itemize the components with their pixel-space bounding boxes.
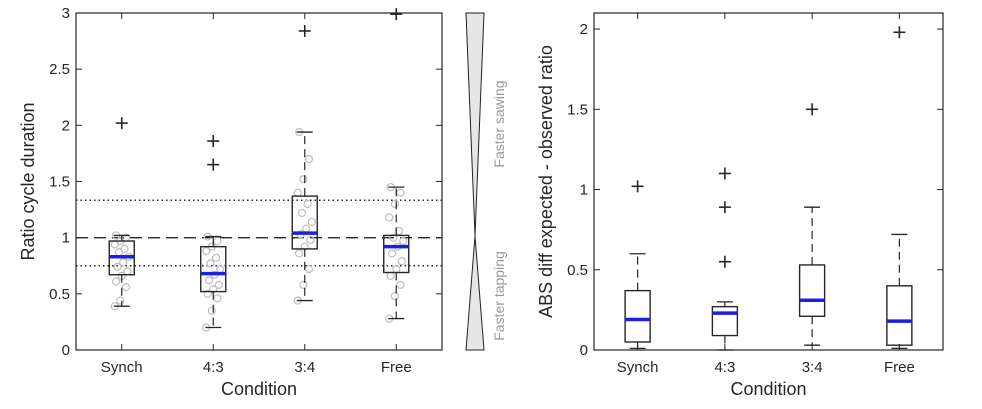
data-point [394,226,404,236]
y-tick-label: 2 [580,21,588,38]
data-point [306,235,315,245]
data-point [214,280,223,289]
data-point [120,244,129,253]
box [886,285,913,346]
data-point [399,236,408,246]
y-tick-label: 1.5 [49,174,70,191]
x-tick-label: Free [381,359,412,376]
box [383,234,410,274]
data-point [387,249,397,258]
data-point [121,282,131,292]
box [200,245,227,293]
outlier-marker [298,24,311,37]
plot-frame [75,12,443,351]
x-tick-label: 3:4 [802,359,823,376]
data-point [211,253,221,262]
box [624,289,651,343]
data-point [213,294,222,303]
outlier-marker [115,117,128,130]
data-point [204,276,214,285]
y-tick-label: 1 [580,182,588,199]
outlier-marker [718,167,731,180]
faster-tapping-wedge [465,235,485,351]
data-point [302,224,311,233]
y-axis-label: ABS diff expected - observed ratio [536,45,556,318]
data-point [299,175,308,184]
data-point [113,262,122,271]
x-tick-label: 4:3 [714,359,735,376]
outlier-marker [718,201,731,214]
data-point [304,154,314,164]
y-tick-label: 1 [62,230,70,247]
x-tick-label: Synch [617,359,659,376]
data-point [304,265,314,274]
data-point [303,199,312,209]
data-point [389,233,398,242]
data-point [392,265,401,274]
data-point [116,296,125,305]
speed-scale: Faster sawing Faster tapping [465,12,507,351]
x-tick-label: 3:4 [294,359,315,376]
data-point [385,213,394,222]
data-point [207,306,216,315]
data-point [297,208,307,218]
data-point [397,257,406,266]
y-tick-label: 1.5 [567,101,588,118]
faster-sawing-wedge [465,12,485,237]
y-tick-label: 2.5 [49,61,70,78]
data-point [390,199,399,209]
outlier-marker [718,255,731,268]
x-tick-label: Free [884,359,915,376]
data-point [386,271,395,280]
y-tick-label: 0.5 [567,262,588,279]
faster-tapping-label: Faster tapping [491,251,507,341]
data-point [307,217,316,227]
data-point [299,280,308,289]
data-point [396,188,405,197]
data-point [112,277,121,286]
outlier-marker [207,135,220,148]
plot-frame [593,12,944,351]
box [798,264,826,318]
y-axis-label: Ratio cycle duration [18,102,38,260]
y-tick-label: 0.5 [49,286,70,303]
data-point [213,236,222,246]
x-axis-label: Condition [221,379,297,399]
outlier-marker [207,158,220,171]
data-point [390,291,399,301]
faster-sawing-label: Faster sawing [491,80,507,167]
box [711,305,739,337]
x-axis-label: Condition [730,379,806,399]
data-point [216,265,225,274]
outlier-marker [631,180,644,193]
x-tick-label: Synch [101,359,143,376]
data-point [206,259,215,268]
y-tick-label: 0 [62,342,70,359]
data-point [123,267,132,276]
y-tick-label: 0 [580,342,588,359]
outlier-marker [806,103,819,116]
data-point [396,280,405,289]
data-point [119,258,128,267]
box [291,195,318,250]
outlier-marker [893,26,906,39]
outlier-marker [390,8,403,21]
y-tick-label: 3 [62,5,70,22]
data-point [293,188,302,197]
left-chart: 0 0.5 1 1.5 2 2.5 3 Synch 4:3 3:4 Free Condition Rat… [18,5,443,399]
data-point [202,247,211,256]
right-chart: 0 0.5 1 1.5 2 Synch 4:3 3:4 Free Condition ABS dif… [536,12,944,399]
x-tick-label: 4:3 [203,359,224,376]
data-point [295,249,304,258]
data-point [203,289,212,298]
y-tick-label: 2 [62,117,70,134]
